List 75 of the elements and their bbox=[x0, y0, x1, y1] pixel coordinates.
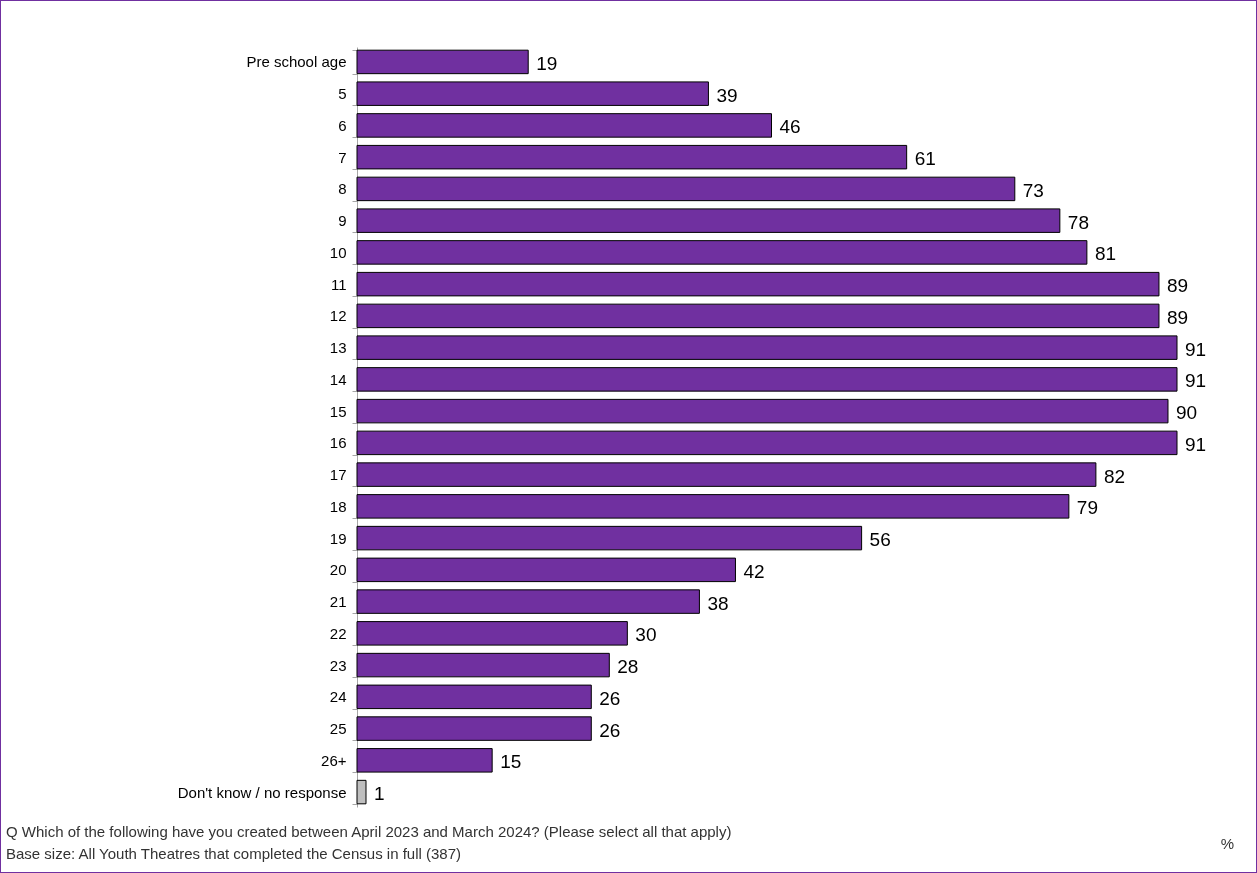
data-label: 46 bbox=[779, 116, 801, 138]
data-label: 79 bbox=[1076, 497, 1099, 519]
bar bbox=[356, 367, 1178, 392]
bar bbox=[356, 176, 1016, 202]
bar bbox=[356, 748, 493, 773]
bar bbox=[356, 589, 700, 614]
text: Q Which of the following have you created between April 2023 and March 2024? (Please select all that apply) bbox=[6, 823, 732, 840]
data-label: 61 bbox=[914, 148, 936, 170]
y-tick-label: Pre school age bbox=[246, 53, 347, 71]
text: % bbox=[1220, 835, 1234, 852]
y-tick-label: Don't know / no response bbox=[177, 783, 347, 801]
bar bbox=[356, 716, 592, 741]
bar bbox=[356, 335, 1178, 360]
bar bbox=[356, 144, 908, 170]
bar bbox=[356, 525, 863, 551]
data-label: 89 bbox=[1166, 306, 1189, 328]
bar bbox=[356, 240, 1088, 265]
bar bbox=[356, 462, 1097, 487]
data-label: 42 bbox=[743, 560, 765, 582]
bar bbox=[356, 303, 1160, 329]
y-tick-label: 24 bbox=[329, 688, 347, 706]
data-label: 81 bbox=[1094, 243, 1117, 265]
y-tick-label: 25 bbox=[329, 720, 347, 738]
data-label: 19 bbox=[536, 52, 558, 74]
data-label: 30 bbox=[635, 624, 657, 646]
y-tick-label: 14 bbox=[329, 370, 347, 388]
y-tick-label: 26+ bbox=[321, 751, 347, 769]
bar bbox=[356, 494, 1070, 519]
bar bbox=[356, 684, 592, 710]
data-label: 78 bbox=[1067, 211, 1089, 233]
y-tick-label: 7 bbox=[338, 148, 347, 166]
data-label: 26 bbox=[599, 687, 621, 709]
y-tick-label: 23 bbox=[329, 656, 347, 674]
y-tick-label: 12 bbox=[329, 307, 347, 325]
data-label: 26 bbox=[599, 719, 621, 741]
data-label: 56 bbox=[869, 529, 891, 551]
bar bbox=[356, 652, 610, 678]
data-label: 91 bbox=[1185, 433, 1207, 455]
y-tick-label: 9 bbox=[338, 212, 347, 230]
text: Base size: All Youth Theatres that completed the Census in full (387) bbox=[6, 845, 461, 862]
bar bbox=[356, 208, 1061, 233]
data-label: 91 bbox=[1185, 338, 1207, 360]
data-label: 82 bbox=[1103, 465, 1126, 487]
y-tick-label: 10 bbox=[329, 243, 347, 261]
y-tick-label: 6 bbox=[338, 116, 347, 134]
data-label: 73 bbox=[1022, 179, 1044, 201]
bar bbox=[356, 557, 736, 583]
y-tick-label: 21 bbox=[329, 593, 347, 611]
y-tick-label: 5 bbox=[338, 85, 347, 103]
y-tick-label: 18 bbox=[329, 497, 347, 515]
bar bbox=[356, 81, 709, 106]
y-tick-label: 8 bbox=[338, 180, 347, 198]
data-label: 90 bbox=[1175, 402, 1198, 424]
data-label: 89 bbox=[1166, 275, 1189, 297]
data-label: 39 bbox=[716, 84, 738, 106]
bar bbox=[356, 621, 628, 646]
bar bbox=[356, 430, 1178, 456]
y-tick-label: 20 bbox=[329, 561, 347, 579]
data-label: 91 bbox=[1185, 370, 1207, 392]
data-label: 1 bbox=[374, 783, 385, 805]
data-label: 28 bbox=[617, 656, 639, 678]
y-tick-label: 15 bbox=[329, 402, 347, 420]
bar bbox=[356, 49, 529, 75]
bar bbox=[356, 779, 367, 805]
data-label: 38 bbox=[707, 592, 729, 614]
bar bbox=[356, 398, 1169, 424]
bar bbox=[356, 271, 1160, 297]
y-tick-label: 19 bbox=[329, 529, 347, 547]
y-tick-label: 16 bbox=[329, 434, 347, 452]
y-tick-label: 13 bbox=[329, 339, 347, 357]
y-tick-label: 17 bbox=[329, 466, 347, 484]
bar bbox=[356, 113, 773, 138]
data-label: 15 bbox=[500, 751, 522, 773]
y-tick-label: 22 bbox=[329, 624, 347, 642]
y-tick-label: 11 bbox=[330, 275, 347, 293]
